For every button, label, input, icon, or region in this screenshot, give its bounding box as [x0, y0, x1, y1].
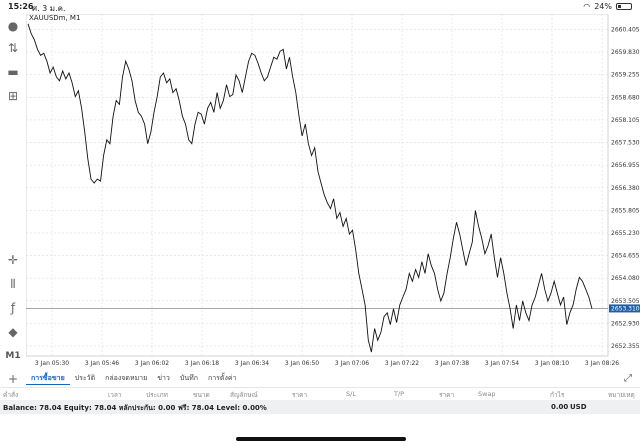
y-tick-label: 2659.255: [611, 72, 640, 79]
y-tick-label: 2655.805: [611, 207, 640, 214]
currency-label: USD: [570, 403, 587, 411]
status-date: ศ. 3 ม.ค.: [32, 4, 66, 13]
y-tick-label: 2652.930: [611, 320, 640, 327]
battery-icon: [616, 3, 632, 10]
chat-icon[interactable]: ▬: [7, 65, 19, 79]
tab-news[interactable]: ข่าว: [157, 374, 170, 382]
grid-layer: [26, 14, 608, 356]
price-series-line: [27, 23, 593, 353]
column-header[interactable]: ราคา: [439, 391, 455, 399]
tab-settings[interactable]: การตั้งค่า: [207, 374, 237, 382]
column-header[interactable]: หมายเหตุ: [608, 391, 635, 399]
current-price-label: 2653.310: [611, 305, 640, 312]
y-tick-label: 2653.505: [611, 298, 640, 305]
column-header[interactable]: Swap: [478, 390, 496, 398]
column-header[interactable]: เวลา: [108, 391, 122, 399]
tab-journal[interactable]: บันทึก: [179, 374, 198, 382]
x-tick-label: 3 Jan 07:54: [485, 360, 519, 367]
chart-canvas[interactable]: 2660.405 2659.830 2659.255 2658.680 2658.105…: [25, 13, 640, 370]
wifi-icon: ◠: [583, 2, 591, 11]
bottom-tab-bar: + การซื้อขาย ประวัติ กล่องจดหมาย ข่าว บั…: [0, 371, 640, 386]
column-header[interactable]: ประเภท: [146, 391, 168, 399]
column-header[interactable]: S/L: [346, 390, 356, 398]
trade-table-header: คำสั่ง เวลา ประเภท ขนาด สัญลักษณ์ ราคา S/L T/P ร…: [0, 387, 640, 399]
chart-symbol: XAUUSDm, M1: [29, 14, 80, 22]
y-axis: 2660.405 2659.830 2659.255 2658.680 2658.105…: [611, 27, 640, 350]
status-time: 15:26: [8, 2, 34, 11]
left-toolbar: ● ⇅ ▬ ⊞ ✛ ⫴ ƒ ◆ M1: [0, 14, 26, 394]
x-tick-label: 3 Jan 06:34: [235, 360, 269, 367]
column-header[interactable]: ราคา: [292, 391, 308, 399]
y-tick-label: 2658.105: [611, 117, 640, 124]
battery-percent: 24%: [594, 2, 612, 11]
column-header[interactable]: สัญลักษณ์: [230, 391, 258, 399]
x-tick-label: 3 Jan 06:18: [185, 360, 219, 367]
function-icon[interactable]: ƒ: [10, 301, 16, 315]
y-tick-label: 2659.830: [611, 49, 640, 56]
y-tick-label: 2655.230: [611, 230, 640, 237]
up-down-arrow-icon[interactable]: ⇅: [7, 41, 19, 55]
y-tick-label: 2652.355: [611, 343, 640, 350]
x-tick-label: 3 Jan 06:02: [135, 360, 169, 367]
x-tick-label: 3 Jan 08:26: [585, 360, 619, 367]
y-tick-label: 2656.380: [611, 185, 640, 192]
status-right: ◠ 24%: [583, 2, 632, 11]
current-price-tag: [609, 304, 640, 313]
tab-trade[interactable]: การซื้อขาย: [26, 373, 70, 385]
balance-summary: Balance: 78.04 Equity: 78.04 หลักประกัน:…: [3, 404, 267, 412]
plot-frame: [25, 13, 609, 357]
y-tick-label: 2660.405: [611, 27, 640, 34]
x-tick-label: 3 Jan 05:46: [85, 360, 119, 367]
person-icon[interactable]: ●: [7, 19, 19, 33]
battery-fill: [618, 5, 621, 8]
column-header[interactable]: คำสั่ง: [3, 391, 19, 399]
tab-history[interactable]: ประวัติ: [74, 374, 96, 382]
expand-icon[interactable]: ⤢: [624, 373, 632, 384]
x-tick-label: 3 Jan 05:30: [35, 360, 69, 367]
y-tick-label: 2657.530: [611, 140, 640, 147]
timeframe-button[interactable]: M1: [5, 351, 21, 361]
shapes-icon[interactable]: ◆: [8, 325, 18, 339]
tab-mailbox[interactable]: กล่องจดหมาย: [105, 374, 148, 382]
column-header[interactable]: T/P: [394, 390, 405, 398]
x-tick-label: 3 Jan 07:38: [435, 360, 469, 367]
x-tick-label: 3 Jan 07:06: [335, 360, 369, 367]
y-tick-label: 2658.680: [611, 94, 640, 101]
status-bar: 15:26 ศ. 3 ม.ค. ◠ 24%: [0, 0, 640, 14]
balance-row: Balance: 78.04 Equity: 78.04 หลักประกัน:…: [0, 400, 640, 414]
candlestick-icon[interactable]: ⫴: [10, 276, 16, 291]
y-tick-label: 2654.080: [611, 275, 640, 282]
add-icon[interactable]: +: [7, 371, 19, 386]
x-tick-label: 3 Jan 06:50: [285, 360, 319, 367]
column-header[interactable]: กำไร: [550, 391, 565, 399]
column-header[interactable]: ขนาด: [193, 391, 210, 399]
y-tick-label: 2656.955: [611, 162, 640, 169]
profit-total: 0.00: [551, 403, 569, 411]
home-indicator: [236, 437, 406, 441]
x-tick-label: 3 Jan 08:10: [535, 360, 569, 367]
x-axis: 3 Jan 05:30 3 Jan 05:46 3 Jan 06:02 3 Jan 0…: [35, 360, 619, 367]
crosshair-icon[interactable]: ✛: [7, 253, 19, 267]
y-tick-label: 2654.655: [611, 253, 640, 260]
price-chart[interactable]: 2660.405 2659.830 2659.255 2658.680 2658.105…: [25, 13, 640, 370]
x-tick-label: 3 Jan 07:22: [385, 360, 419, 367]
add-document-icon[interactable]: ⊞: [7, 89, 19, 103]
